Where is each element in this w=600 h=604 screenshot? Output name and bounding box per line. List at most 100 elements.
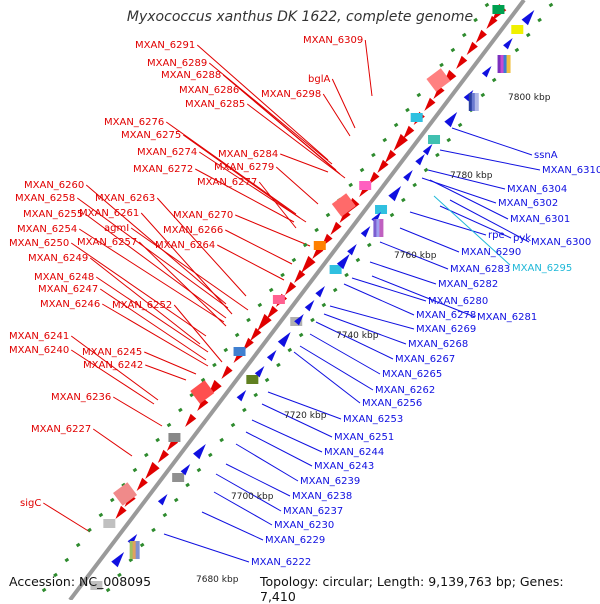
forward-gene-label: MXAN_6247 [38,284,98,295]
reverse-gene-arrow [347,244,357,256]
forward-leader-line [95,276,209,353]
reverse-gene-label: pyk [513,233,531,244]
reverse-gene-arrow [422,144,433,156]
reverse-gene-label: MXAN_6310 [542,165,600,176]
reverse-gene-label: MXAN_6280 [428,296,488,307]
feature-box [359,181,372,190]
forward-gene-arrow [466,41,478,55]
feature-box [492,5,505,14]
forward-gene-label: MXAN_6257 [77,237,137,248]
reverse-gene-arrow [360,226,371,238]
reverse-leader-line [315,321,394,360]
reverse-gene-label: MXAN_6251 [334,432,394,443]
scale-tick [491,77,497,83]
reverse-gene-label: MXAN_6283 [450,264,510,275]
scale-tick [257,302,263,308]
scale-tick [457,122,463,128]
forward-gene-block [190,380,215,404]
forward-gene-arrow [433,85,445,99]
forward-leader-line [246,103,346,179]
reverse-gene-arrow [254,366,265,378]
forward-gene-label: MXAN_6298 [261,89,321,100]
reverse-gene-arrow [388,186,402,202]
forward-gene-label: sigC [20,498,41,509]
scale-tick [393,122,399,128]
feature-block [471,93,476,111]
forward-gene-label: MXAN_6279 [214,162,274,173]
forward-leader-line [280,153,329,173]
reverse-gene-arrow [521,10,535,26]
forward-gene-arrow [301,255,316,273]
forward-gene-arrow [475,29,487,43]
scale-tick [382,137,388,143]
reverse-gene-label: MXAN_6237 [283,506,343,517]
reverse-leader-line [299,345,374,391]
reverse-gene-label: rpe [488,230,505,241]
forward-gene-label: MXAN_6266 [163,225,223,236]
forward-gene-arrow [403,125,415,139]
forward-leader-line [112,396,163,427]
scale-tick [439,62,444,68]
scale-tick [423,167,429,173]
scale-tick [268,287,274,293]
forward-gene-arrow [284,281,297,295]
reverse-gene-arrow [503,38,513,50]
scale-tick [298,332,304,338]
forward-gene-arrow [339,209,351,223]
forward-gene-block [113,482,138,506]
reverse-leader-line [309,333,381,375]
accession-text: Accession: NC_008095 [9,574,152,589]
forward-gene-arrow [115,505,127,519]
forward-gene-label: MXAN_6249 [28,253,88,264]
reverse-gene-label: MXAN_6300 [531,237,591,248]
scale-tick [253,392,259,398]
reverse-gene-label: ssnA [534,150,558,161]
forward-gene-label: MXAN_6272 [133,164,193,175]
forward-leader-line [145,364,187,381]
forward-gene-label: MXAN_6246 [40,299,100,310]
scale-tick [321,302,327,308]
forward-gene-arrow [424,97,436,111]
forward-gene-arrow [384,149,397,163]
feature-box [103,519,116,528]
forward-gene-label: MXAN_6242 [83,360,143,371]
scale-tick [416,92,422,98]
forward-leader-line [78,228,225,323]
reverse-gene-label: MXAN_6256 [362,398,422,409]
forward-gene-label: MXAN_6309 [303,35,363,46]
feature-block [132,541,137,559]
forward-leader-line [217,244,285,281]
forward-leader-line [331,78,356,129]
scale-label: 7720 kbp [284,411,327,421]
reverse-gene-arrow [403,170,413,182]
reverse-gene-label: MXAN_6290 [461,247,521,258]
scale-tick [151,527,156,533]
forward-gene-label: MXAN_6284 [218,149,278,160]
forward-gene-label: MXAN_6258 [15,193,75,204]
scale-tick [155,437,160,443]
scale-tick [348,182,354,188]
feature-box [313,241,326,250]
forward-leader-line [85,184,227,305]
feature-block [500,55,505,73]
forward-gene-label: MXAN_6260 [24,180,84,191]
reverse-leader-line [329,305,415,330]
forward-leader-line [99,288,207,361]
reverse-leader-line [409,211,487,236]
scale-tick [128,557,134,563]
scale-label: 7700 kbp [231,492,274,502]
feature-box [428,135,441,144]
scale-tick [302,242,308,248]
reverse-leader-line [251,419,323,453]
reverse-leader-line [293,351,361,404]
reverse-gene-arrow [266,350,277,362]
forward-gene-arrow [257,313,272,331]
scale-tick [173,497,179,503]
scale-label: 7740 kbp [336,331,379,341]
forward-gene-label: MXAN_6274 [137,147,197,158]
scale-label: 7680 kbp [196,575,239,585]
forward-leader-line [156,197,247,297]
feature-box [168,433,181,442]
